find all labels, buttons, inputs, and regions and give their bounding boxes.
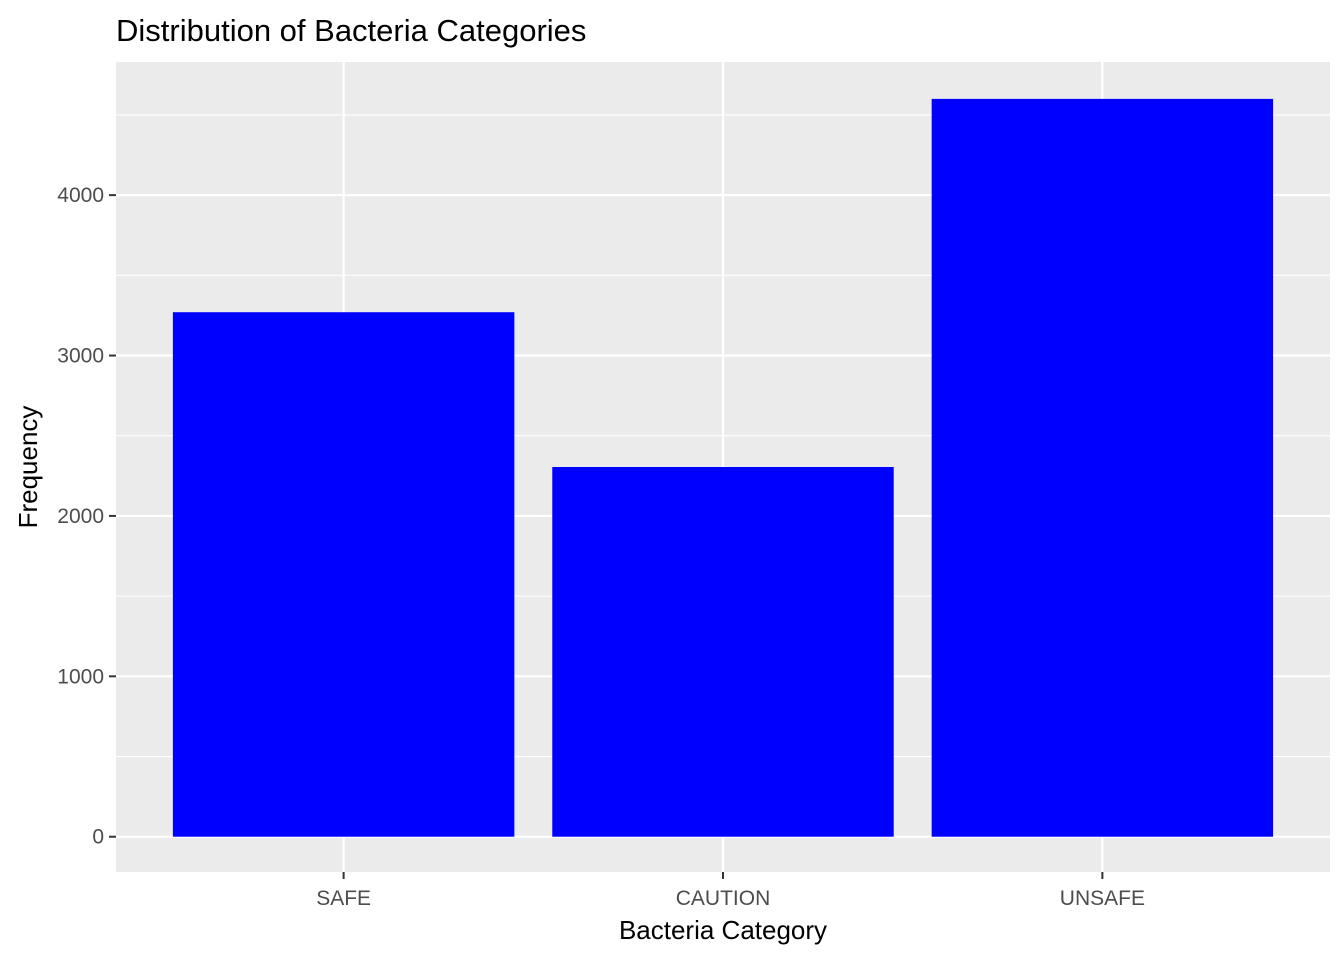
y-tick-label: 4000 [57,184,104,207]
x-tick-label: UNSAFE [1060,887,1145,910]
y-axis-title: Frequency [13,406,43,529]
bars [172,98,1274,837]
bar-safe [172,312,515,837]
y-tick-label: 2000 [57,505,104,528]
y-axis: 0 1000 2000 3000 4000 [57,184,116,849]
bar-caution [552,467,894,837]
y-tick-label: 1000 [57,665,104,688]
bar-unsafe [931,98,1274,837]
x-axis-title: Bacteria Category [619,915,827,945]
x-tick-label: SAFE [316,887,371,910]
x-axis: SAFE CAUTION UNSAFE [316,872,1145,910]
chart-title: Distribution of Bacteria Categories [116,13,586,48]
y-tick-label: 3000 [57,345,104,368]
x-tick-label: CAUTION [676,887,771,910]
y-tick-label: 0 [92,826,104,849]
